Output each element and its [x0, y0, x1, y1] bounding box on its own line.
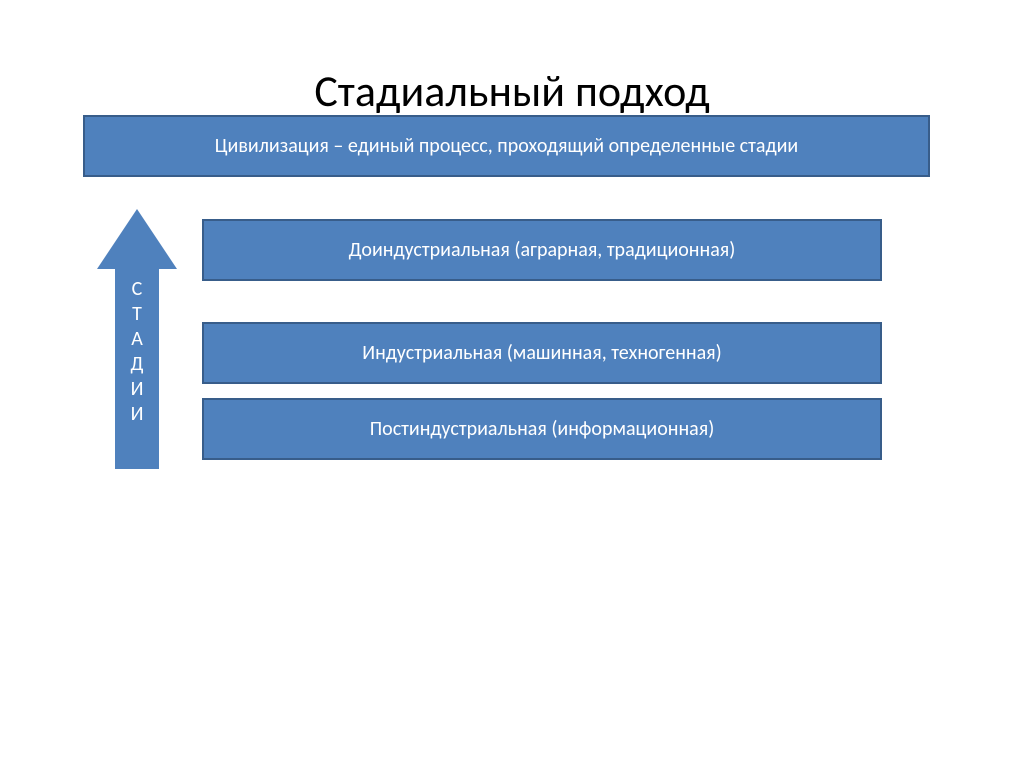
definition-box: Цивилизация – единый процесс, проходящий… — [83, 115, 930, 177]
arrow-letter: Д — [131, 352, 144, 377]
arrow-letter: С — [132, 277, 143, 302]
stage-box-2: Постиндустриальная (информационная) — [202, 398, 882, 460]
arrow-letter: И — [131, 377, 144, 402]
stage-box-0: Доиндустриальная (аграрная, традиционная… — [202, 219, 882, 281]
definition-text: Цивилизация – единый процесс, проходящий… — [215, 134, 799, 158]
arrow-letter: Т — [132, 302, 142, 327]
stage-box-text: Постиндустриальная (информационная) — [370, 417, 715, 441]
arrow-letter: И — [131, 402, 144, 427]
arrow-letter: А — [131, 327, 143, 352]
arrow-shaft: СТАДИИ — [115, 269, 159, 469]
stages-arrow: СТАДИИ — [97, 209, 177, 469]
stage-box-1: Индустриальная (машинная, техногенная) — [202, 322, 882, 384]
arrow-head-icon — [97, 209, 177, 269]
stage-box-text: Индустриальная (машинная, техногенная) — [362, 341, 721, 365]
slide-title: Стадиальный подход — [0, 64, 1024, 118]
stage-box-text: Доиндустриальная (аграрная, традиционная… — [349, 238, 736, 262]
